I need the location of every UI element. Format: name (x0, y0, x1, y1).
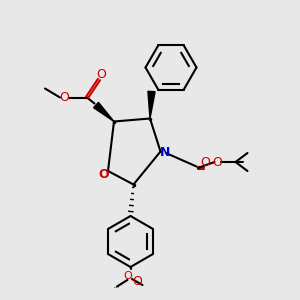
Text: O: O (213, 155, 222, 169)
Text: O: O (60, 91, 69, 104)
Text: O: O (201, 157, 210, 169)
Text: methoxy: methoxy (114, 287, 120, 288)
Text: O: O (97, 68, 106, 82)
Text: O: O (123, 271, 132, 281)
Text: O: O (132, 275, 142, 288)
Text: O: O (98, 167, 109, 181)
Polygon shape (94, 102, 114, 122)
Text: N: N (160, 146, 170, 160)
Polygon shape (148, 91, 155, 119)
